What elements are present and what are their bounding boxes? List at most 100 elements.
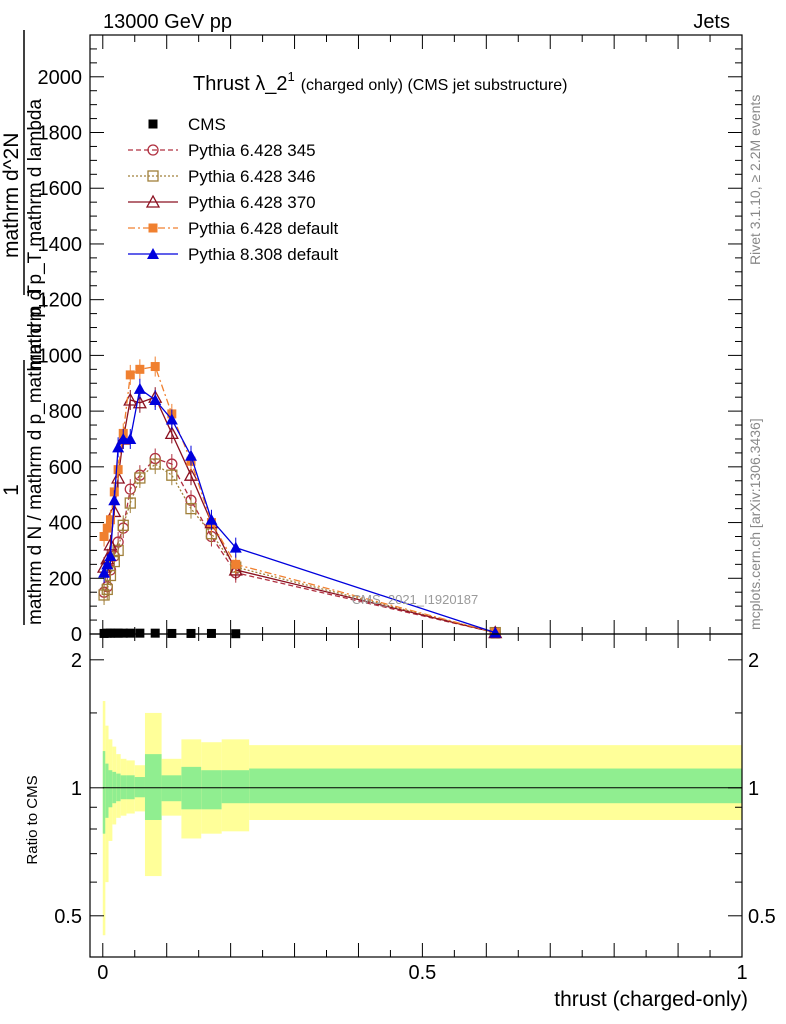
svg-text:Thrust λ_21(charged only) (CMS: Thrust λ_21 (charged only) (CMS jet subst… — [193, 69, 567, 95]
title-superscript: 1 — [287, 69, 294, 84]
ratio-y-tick-label: 2 — [71, 650, 82, 672]
y-tick-label: 800 — [49, 401, 82, 423]
data-point — [101, 558, 114, 570]
y-tick-label: 1000 — [38, 345, 83, 367]
chart-title: Thrust λ_21 (charged only) (CMS jet subst… — [193, 69, 567, 95]
data-point — [125, 370, 135, 380]
ratio-y-tick-label: 1 — [71, 778, 82, 800]
ratio-stat-band — [120, 775, 127, 800]
legend-entry: Pythia 6.428 default — [128, 219, 339, 238]
y-tick-label: 400 — [49, 513, 82, 535]
series-line — [103, 365, 496, 634]
data-point — [150, 628, 160, 638]
ratio-stat-band — [201, 770, 222, 810]
series-5 — [98, 378, 502, 638]
x-tick-label: 0.5 — [408, 962, 436, 984]
ratio-y-axis-label: Ratio to CMS — [24, 775, 41, 864]
y-tick-label: 0 — [71, 624, 82, 646]
data-point — [135, 364, 145, 374]
legend-entry: CMS — [148, 115, 226, 134]
ratio-stat-band — [144, 754, 162, 820]
legend-entry: Pythia 6.428 370 — [128, 193, 316, 212]
data-point — [135, 628, 145, 638]
mcplots-label: mcplots.cern.ch [arXiv:1306.3436] — [747, 418, 763, 630]
data-point — [231, 559, 241, 569]
data-point — [124, 497, 136, 509]
legend-entry: Pythia 6.428 345 — [128, 141, 316, 160]
legend-marker — [148, 119, 158, 129]
ylabel-inner-bottom: mathrm d p_T mathrm d lambda — [25, 99, 46, 370]
data-point — [113, 465, 123, 475]
ratio-y-tick-label: 0.5 — [54, 906, 82, 928]
legend-marker — [147, 144, 159, 156]
data-point — [205, 513, 218, 525]
ratio-stat-band — [221, 770, 250, 804]
legend-label: Pythia 6.428 346 — [188, 167, 316, 186]
y-tick-label: 1200 — [38, 290, 83, 312]
title-suffix: (charged only) (CMS jet substructure) — [301, 77, 568, 94]
data-point — [98, 566, 111, 578]
ylabel-inner-top: mathrm d^2N — [0, 133, 23, 258]
data-point — [164, 426, 179, 440]
legend-label: CMS — [188, 115, 226, 134]
series-line — [103, 387, 496, 634]
data-point — [166, 469, 178, 481]
ratio-y-tick-label-right: 1 — [748, 778, 759, 800]
ratio-y-tick-label-right: 2 — [748, 650, 759, 672]
energy-label: 13000 GeV pp — [103, 11, 232, 33]
process-label: Jets — [693, 11, 730, 33]
data-point — [108, 494, 121, 506]
y-tick-label: 200 — [49, 568, 82, 590]
title-main: Thrust λ_2 — [193, 73, 287, 95]
legend-entry: Pythia 8.308 default — [128, 245, 339, 264]
series-2 — [98, 454, 501, 639]
data-point — [105, 515, 115, 525]
ratio-stat-band — [134, 777, 145, 798]
x-tick-label: 0 — [97, 962, 108, 984]
series-line — [103, 463, 496, 634]
ratio-stat-band — [126, 775, 135, 800]
data-point — [185, 502, 197, 515]
data-point — [149, 393, 162, 405]
x-axis-label: thrust (charged-only) — [554, 988, 748, 1011]
data-point — [118, 628, 128, 638]
y-tick-label: 2000 — [38, 67, 83, 89]
data-point — [149, 458, 161, 470]
legend-marker — [145, 194, 161, 208]
data-point — [108, 555, 120, 568]
ratio-frame — [89, 633, 743, 958]
legend-label: Pythia 6.428 370 — [188, 193, 316, 212]
data-point — [124, 432, 137, 444]
y-tick-label: 1400 — [38, 234, 83, 256]
legend-marker — [147, 248, 159, 259]
data-point — [104, 549, 117, 561]
legend-label: Pythia 8.308 default — [188, 245, 339, 264]
ratio-stat-band — [249, 768, 742, 804]
data-point — [99, 531, 109, 541]
data-point — [228, 562, 243, 576]
series-1 — [98, 448, 501, 639]
data-point — [125, 628, 135, 638]
data-point — [229, 541, 242, 553]
data-point — [113, 628, 123, 638]
data-point — [111, 470, 126, 484]
ylabel-denominator: mathrm d N / mathrm d p_mathrm d p_T — [25, 285, 46, 625]
data-point — [117, 519, 129, 531]
data-point — [489, 626, 502, 638]
data-point — [183, 467, 199, 481]
ratio-stat-band — [108, 770, 113, 808]
data-point — [184, 449, 197, 461]
legend-label: Pythia 6.428 default — [188, 219, 339, 238]
data-point — [134, 472, 146, 484]
ratio-stat-band — [105, 763, 109, 818]
legend-marker — [147, 170, 159, 182]
y-tick-label: 1800 — [38, 123, 83, 145]
data-point — [101, 583, 113, 596]
ratio-stat-band — [102, 751, 106, 834]
data-point — [112, 441, 125, 453]
x-tick-label: 1 — [736, 962, 747, 984]
data-point — [133, 382, 146, 394]
data-point — [150, 362, 160, 372]
ylabel-numerator: 1 — [0, 484, 23, 496]
